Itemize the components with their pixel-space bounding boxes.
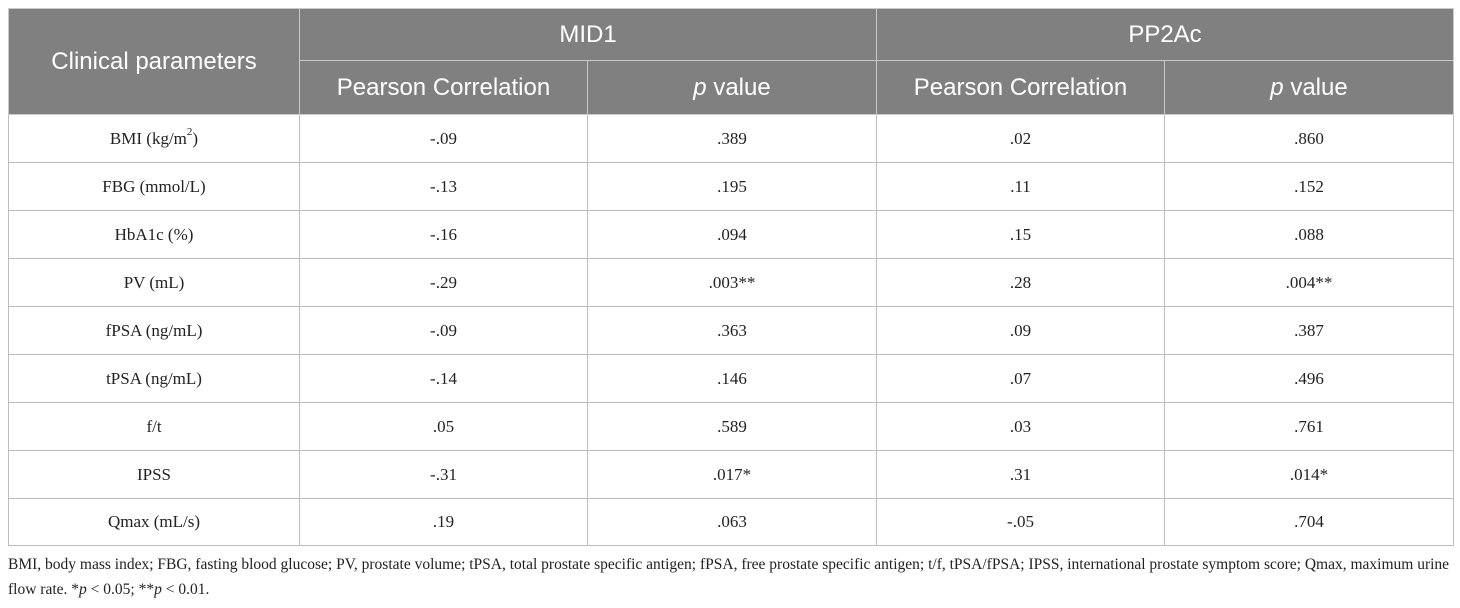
correlation-table: Clinical parameters MID1 PP2Ac Pearson C… <box>8 8 1454 546</box>
p-letter: p <box>1270 73 1284 101</box>
table-row: PV (mL) -.29 .003** .28 .004** <box>8 258 1454 307</box>
significance-marker: * <box>71 581 80 598</box>
table-footnote: BMI, body mass index; FBG, fasting blood… <box>8 552 1456 602</box>
significance-marker: ** <box>138 581 155 598</box>
mid1-pvalue-cell: .017* <box>587 450 877 499</box>
pp2ac-pearson-cell: .31 <box>876 450 1165 499</box>
mid1-pearson-cell: -.29 <box>299 258 588 307</box>
pp2ac-pvalue-cell: .152 <box>1164 162 1454 211</box>
param-cell: PV (mL) <box>8 258 300 307</box>
pp2ac-pearson-cell: .15 <box>876 210 1165 259</box>
param-cell: HbA1c (%) <box>8 210 300 259</box>
table-header: Clinical parameters MID1 PP2Ac Pearson C… <box>8 8 1454 115</box>
significance-threshold: < 0.01. <box>161 581 210 598</box>
pp2ac-pvalue-cell: .014* <box>1164 450 1454 499</box>
subheader-mid1-pearson: Pearson Correlation <box>299 60 588 115</box>
param-cell: f/t <box>8 402 300 451</box>
mid1-pvalue-cell: .195 <box>587 162 877 211</box>
value-word: value <box>713 73 771 101</box>
param-cell: fPSA (ng/mL) <box>8 306 300 355</box>
mid1-pearson-cell: -.09 <box>299 306 588 355</box>
pp2ac-pvalue-cell: .496 <box>1164 354 1454 403</box>
pp2ac-pvalue-cell: .704 <box>1164 498 1454 546</box>
mid1-pearson-cell: -.31 <box>299 450 588 499</box>
param-cell: Qmax (mL/s) <box>8 498 300 546</box>
mid1-pearson-cell: .19 <box>299 498 588 546</box>
pp2ac-pearson-cell: .07 <box>876 354 1165 403</box>
pp2ac-pearson-cell: .02 <box>876 114 1165 163</box>
pp2ac-pearson-cell: .03 <box>876 402 1165 451</box>
table-row: FBG (mmol/L) -.13 .195 .11 .152 <box>8 162 1454 211</box>
table-body: BMI (kg/m2) -.09 .389 .02 .860 FBG (mmol… <box>8 114 1454 546</box>
pp2ac-pvalue-cell: .088 <box>1164 210 1454 259</box>
mid1-pearson-cell: -.16 <box>299 210 588 259</box>
subheader-mid1-pvalue: p value <box>587 60 877 115</box>
param-cell: FBG (mmol/L) <box>8 162 300 211</box>
mid1-pvalue-cell: .389 <box>587 114 877 163</box>
mid1-pvalue-cell: .146 <box>587 354 877 403</box>
significance-threshold: < 0.05; <box>86 581 139 598</box>
table-row: BMI (kg/m2) -.09 .389 .02 .860 <box>8 114 1454 163</box>
p-letter: p <box>693 73 707 101</box>
subheader-pp2ac-pvalue: p value <box>1164 60 1454 115</box>
table-row: IPSS -.31 .017* .31 .014* <box>8 450 1454 499</box>
param-tail: ) <box>192 128 199 148</box>
mid1-pvalue-cell: .063 <box>587 498 877 546</box>
param-cell: IPSS <box>8 450 300 499</box>
group-header-mid1: MID1 <box>299 8 877 61</box>
value-word: value <box>1290 73 1348 101</box>
param-cell: BMI (kg/m2) <box>8 114 300 163</box>
mid1-pvalue-cell: .363 <box>587 306 877 355</box>
row-header-cell: Clinical parameters <box>8 8 300 115</box>
pp2ac-pvalue-cell: .004** <box>1164 258 1454 307</box>
pp2ac-pvalue-cell: .387 <box>1164 306 1454 355</box>
table-row: HbA1c (%) -.16 .094 .15 .088 <box>8 210 1454 259</box>
table-row: f/t .05 .589 .03 .761 <box>8 402 1454 451</box>
pp2ac-pearson-cell: -.05 <box>876 498 1165 546</box>
mid1-pvalue-cell: .003** <box>587 258 877 307</box>
pp2ac-pearson-cell: .28 <box>876 258 1165 307</box>
pp2ac-pearson-cell: .11 <box>876 162 1165 211</box>
table-row: fPSA (ng/mL) -.09 .363 .09 .387 <box>8 306 1454 355</box>
footnote-abbreviations: BMI, body mass index; FBG, fasting blood… <box>8 556 1450 598</box>
param-superscript: 2 <box>186 125 193 138</box>
table-row: Qmax (mL/s) .19 .063 -.05 .704 <box>8 498 1454 546</box>
mid1-pearson-cell: -.13 <box>299 162 588 211</box>
param-cell: tPSA (ng/mL) <box>8 354 300 403</box>
group-header-pp2ac: PP2Ac <box>876 8 1454 61</box>
param-label: BMI (kg/m <box>109 128 187 148</box>
p-letter: p <box>154 581 162 598</box>
mid1-pearson-cell: .05 <box>299 402 588 451</box>
pp2ac-pvalue-cell: .761 <box>1164 402 1454 451</box>
mid1-pvalue-cell: .094 <box>587 210 877 259</box>
pp2ac-pvalue-cell: .860 <box>1164 114 1454 163</box>
p-letter: p <box>79 581 87 598</box>
mid1-pvalue-cell: .589 <box>587 402 877 451</box>
pp2ac-pearson-cell: .09 <box>876 306 1165 355</box>
mid1-pearson-cell: -.09 <box>299 114 588 163</box>
subheader-pp2ac-pearson: Pearson Correlation <box>876 60 1165 115</box>
mid1-pearson-cell: -.14 <box>299 354 588 403</box>
table-row: tPSA (ng/mL) -.14 .146 .07 .496 <box>8 354 1454 403</box>
